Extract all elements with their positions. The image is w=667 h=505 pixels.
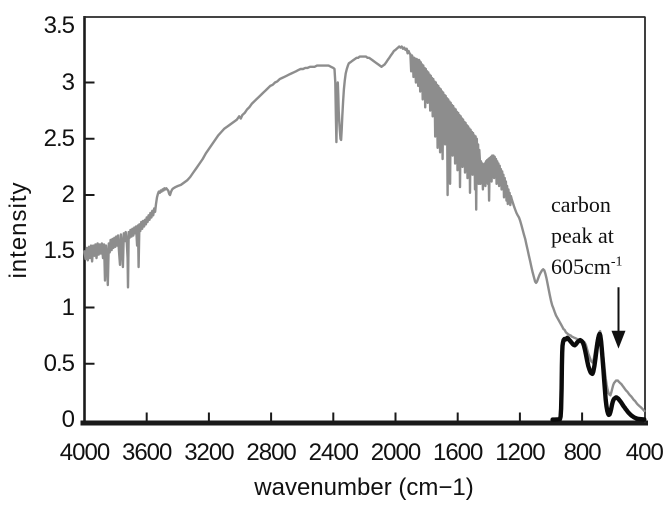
annotation-line-2: peak at [551,223,614,248]
x-axis-title: wavenumber (cm−1) [254,474,474,501]
y-tick-label-3: 3 [61,68,75,96]
x-tick-label-1200: 1200 [495,439,545,466]
annotation-arrow-head [611,330,626,349]
y-tick-label-0.5: 0.5 [43,349,75,377]
x-tick-label-3600: 3600 [121,439,172,466]
carbon-spectrum-curve [550,331,647,422]
sample-spectrum-curve [83,45,646,413]
x-tick-label-400: 400 [625,439,664,466]
superscript-minus-one: -1 [610,254,623,270]
x-tick-label-2000: 2000 [370,439,421,466]
annotation-line-3: 605cm-1 [551,254,623,279]
y-tick-label-1: 1 [61,293,75,321]
x-tick-label-1600: 1600 [432,439,483,466]
y-tick-label-3.5: 3.5 [43,12,75,40]
x-tick-label-4000: 4000 [59,439,110,466]
x-tick-label-3200: 3200 [184,439,234,466]
x-tick-label-2800: 2800 [246,439,296,466]
x-tick-label-2400: 2400 [308,439,359,466]
y-tick-label-2.5: 2.5 [43,124,75,152]
annotation-line-1: carbon [551,192,611,217]
y-tick-label-0: 0 [61,406,75,433]
x-tick-label-800: 800 [563,439,602,466]
y-tick-label-1.5: 1.5 [43,237,75,265]
y-tick-label-2: 2 [61,181,75,208]
carbon-peak-annotation: carbon peak at 605cm-1 [551,189,661,282]
